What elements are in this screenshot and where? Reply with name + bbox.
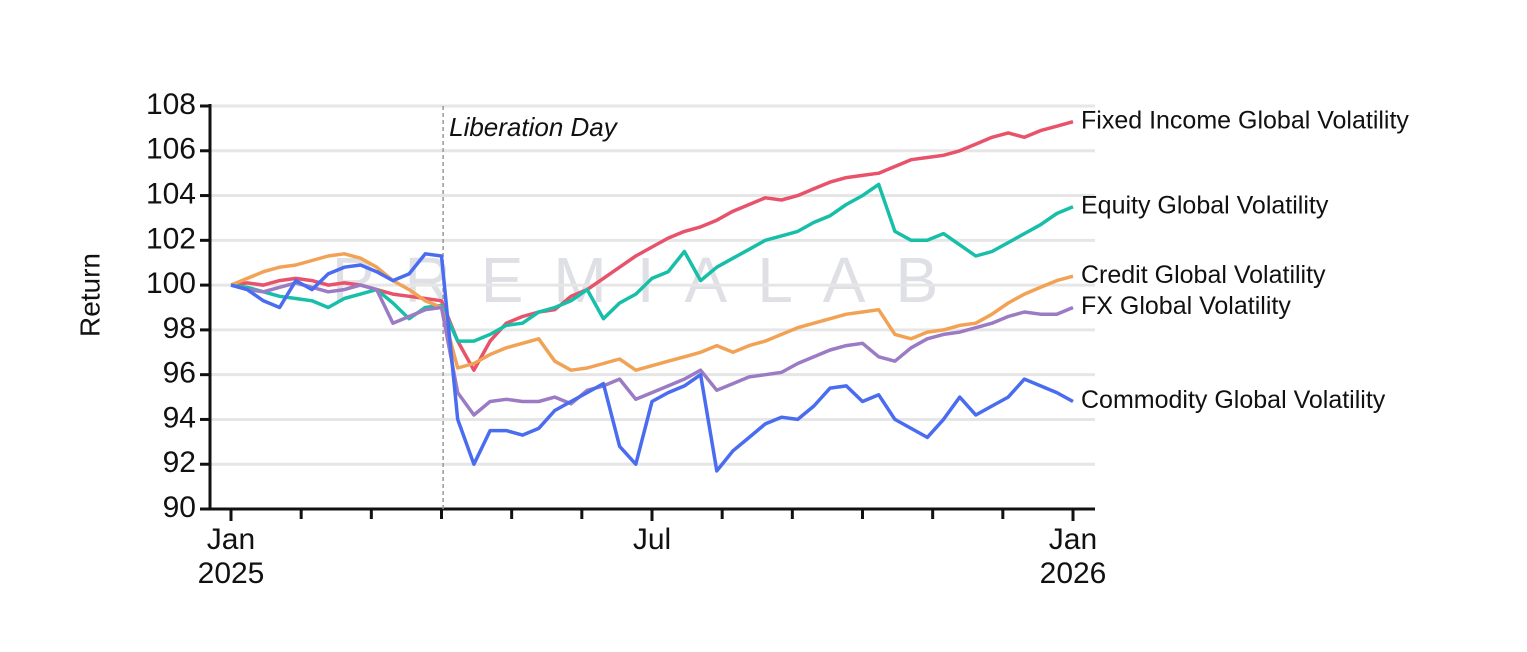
x-tick-label: Jan 2026 [1039,523,1107,590]
y-tick-label: 96 [163,357,196,390]
series-line [230,252,1074,473]
series-label: Credit Global Volatility [1081,261,1326,289]
y-tick-label: 90 [163,491,196,524]
y-axis-label: Return [74,253,105,337]
y-tick-label: 92 [163,446,196,479]
series-line [230,182,1074,343]
series-label: Equity Global Volatility [1081,191,1329,219]
series-line [230,281,1074,417]
series-label: FX Global Volatility [1081,292,1291,320]
y-tick-label: 106 [146,133,196,166]
y-tick-label: 102 [146,222,196,255]
y-tick-label: 108 [146,88,196,121]
x-tick-label: Jul [632,523,672,556]
series-label: Commodity Global Volatility [1081,386,1386,414]
series-label: Fixed Income Global Volatility [1081,106,1409,134]
y-tick-label: 100 [146,267,196,300]
y-tick-label: 98 [163,312,196,345]
series-line [230,252,1074,372]
y-tick-label: 94 [163,401,196,434]
annotation-label: Liberation Day [449,112,619,142]
y-tick-label: 104 [146,177,196,210]
x-tick-label: Jan 2025 [197,523,265,590]
